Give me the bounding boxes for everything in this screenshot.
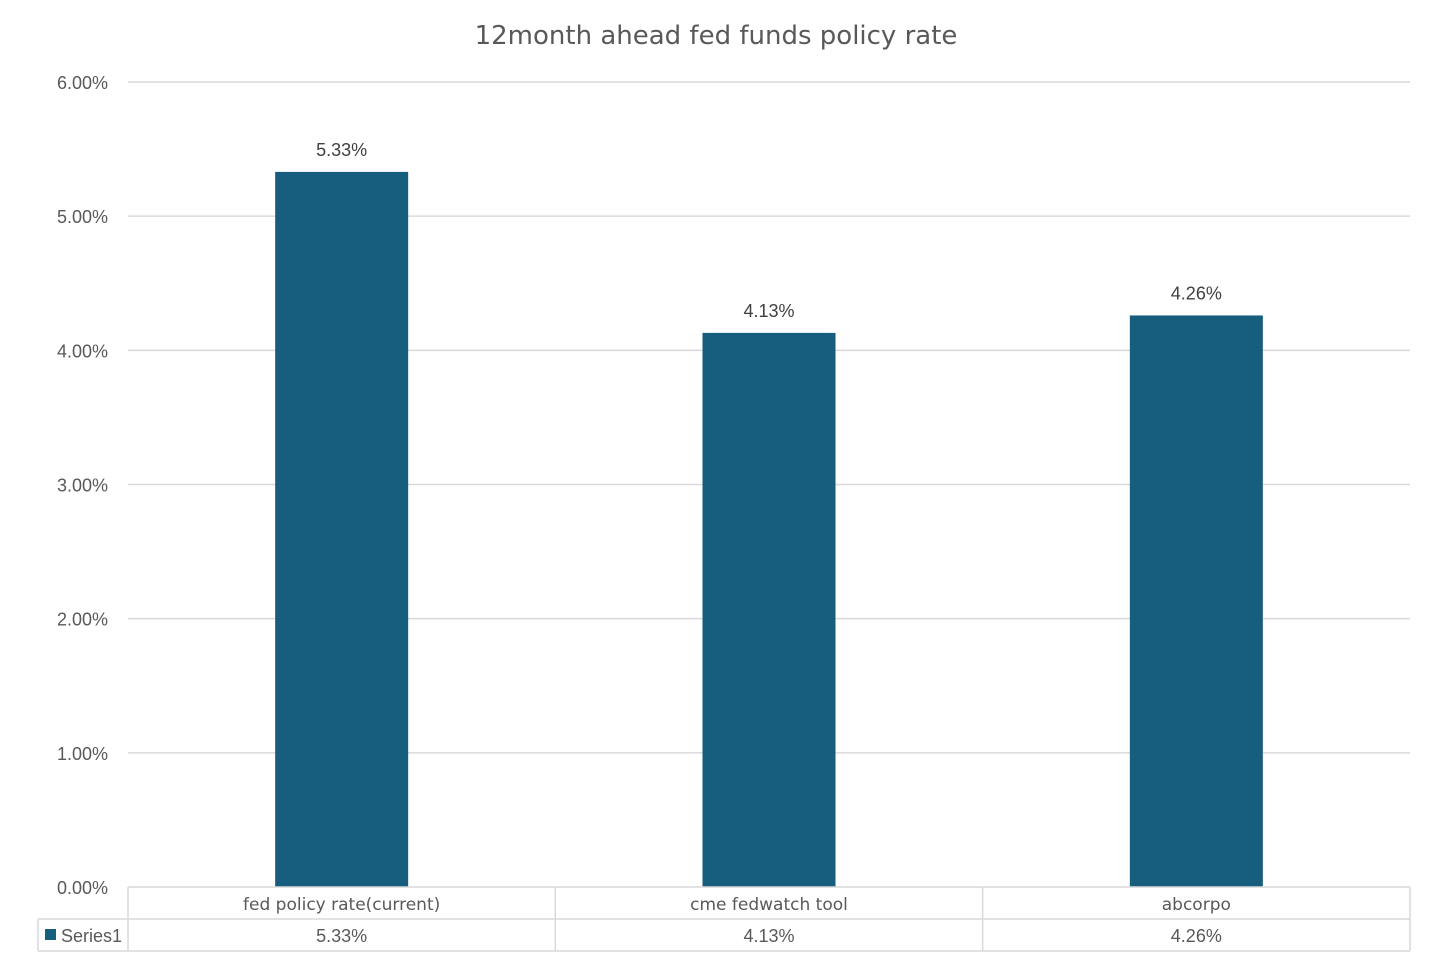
y-tick-label-5: 5.00% [57,207,108,227]
data-labels: 5.33% 4.13% 4.26% [316,140,1222,321]
bar-2 [1129,315,1263,887]
x-category-label-1: cme fedwatch tool [690,895,848,915]
legend-key-swatch [45,929,56,940]
bar-0 [275,171,409,887]
y-tick-label-0: 0.00% [57,878,108,898]
legend-series-name: Series1 [61,926,122,946]
table-value-1: 4.13% [743,926,794,946]
data-label-1: 4.13% [743,301,794,321]
bars [275,171,1263,887]
chart-title: 12month ahead fed funds policy rate [475,21,958,51]
y-tick-label-1: 1.00% [57,744,108,764]
y-tick-label-4: 4.00% [57,341,108,361]
y-tick-label-6: 6.00% [57,73,108,93]
data-label-2: 4.26% [1171,283,1222,303]
y-tick-label-3: 3.00% [57,476,108,496]
x-category-label-2: abcorpo [1162,895,1231,915]
data-label-0: 5.33% [316,140,367,160]
bar-1 [702,332,836,887]
table-value-2: 4.26% [1171,926,1222,946]
data-table: fed policy rate(current) 5.33% cme fedwatc… [37,886,1411,952]
x-category-label-0: fed policy rate(current) [243,895,440,915]
table-value-0: 5.33% [316,926,367,946]
y-axis-tick-labels: 0.00% 1.00% 2.00% 3.00% 4.00% 5.00% 6.00% [57,73,108,898]
y-tick-label-2: 2.00% [57,610,108,630]
